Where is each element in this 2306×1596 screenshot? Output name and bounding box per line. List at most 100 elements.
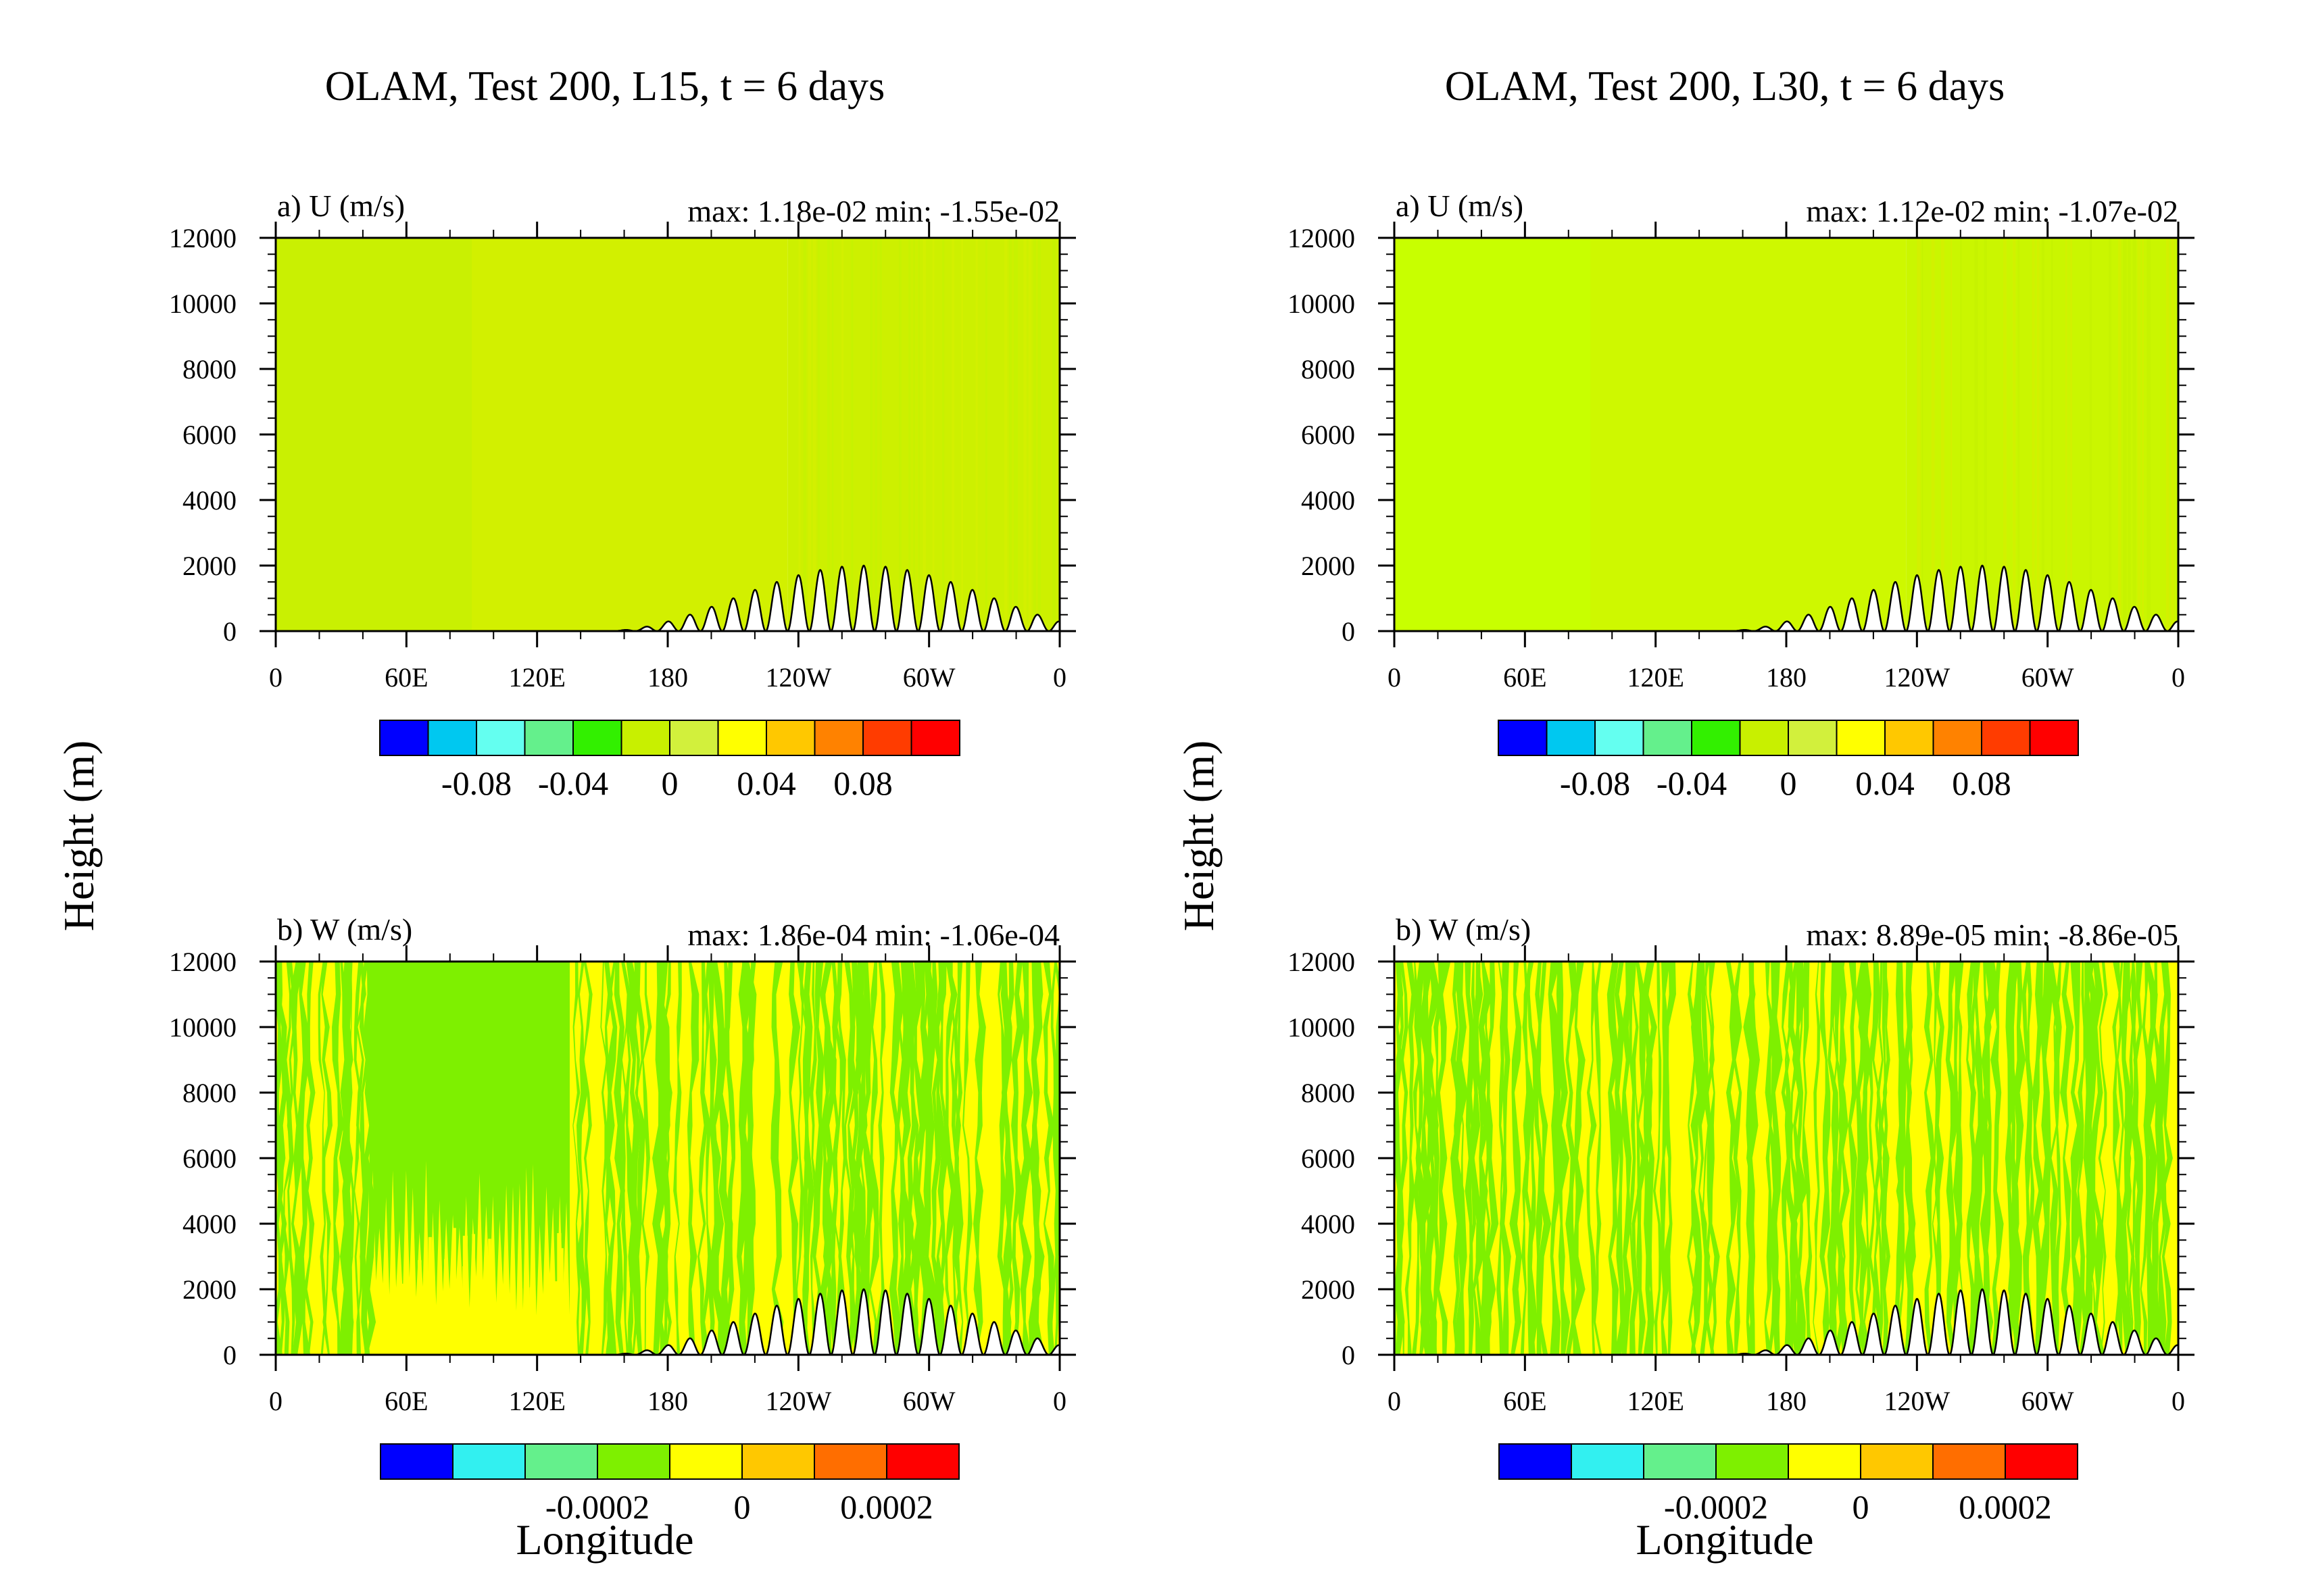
field-filament bbox=[795, 962, 805, 1355]
field-filament bbox=[948, 962, 960, 1355]
panel-stats: max: 1.18e-02 min: -1.55e-02 bbox=[687, 194, 1060, 228]
colorbar-box bbox=[1498, 1443, 1572, 1480]
terrain-outline bbox=[276, 1288, 1060, 1355]
y-tick-label: 6000 bbox=[182, 1143, 237, 1174]
x-tick-label: 120E bbox=[1627, 1386, 1684, 1416]
field-streak bbox=[1974, 238, 1978, 631]
field-filament bbox=[823, 962, 837, 1355]
field-spike bbox=[560, 1293, 565, 1355]
field-streak bbox=[1931, 238, 1935, 631]
field-streak bbox=[2032, 238, 2035, 631]
field-streak bbox=[1940, 238, 1945, 631]
field-streak bbox=[1917, 238, 1921, 631]
panel-l30-u: 0 2000 4000 6000 8000 10000 12000 0 60E 120E 180 12… bbox=[1287, 189, 2194, 802]
field-streak bbox=[2118, 238, 2121, 631]
field-filament bbox=[868, 962, 879, 1355]
colorbar-label: -0.0002 bbox=[1664, 1488, 1768, 1526]
field-streak bbox=[2137, 238, 2141, 631]
field-filament bbox=[283, 962, 294, 1355]
field-filament bbox=[973, 962, 986, 1355]
field-streak bbox=[932, 238, 935, 631]
field-filament bbox=[1538, 962, 1552, 1355]
field-streak bbox=[798, 238, 801, 631]
x-tick-label: 180 bbox=[1766, 662, 1807, 693]
terrain-fill bbox=[1394, 1289, 2178, 1355]
field-filament bbox=[935, 962, 948, 1355]
colorbar-box bbox=[1932, 720, 1982, 756]
colorbar-label: -0.08 bbox=[441, 764, 512, 802]
y-tick-label: 6000 bbox=[1301, 1143, 1355, 1174]
x-tick-label: 120W bbox=[1884, 662, 1950, 693]
field-spike bbox=[562, 1292, 568, 1355]
field-filament bbox=[1966, 962, 1977, 1355]
field-filament bbox=[2025, 962, 2035, 1355]
field-filament bbox=[1629, 962, 1638, 1355]
colorbar-box bbox=[1642, 720, 1692, 756]
colorbar-box bbox=[597, 1443, 670, 1480]
colorbar-label: 0.04 bbox=[737, 764, 796, 802]
field-streak bbox=[2132, 238, 2136, 631]
colorbar-box bbox=[2029, 720, 2079, 756]
column-title-l30: OLAM, Test 200, L30, t = 6 days bbox=[1445, 64, 2005, 109]
field-filament bbox=[628, 962, 642, 1355]
field-streak bbox=[2123, 238, 2127, 631]
field-filament bbox=[1572, 962, 1586, 1355]
colorbar-box bbox=[476, 720, 526, 756]
colorbar-box bbox=[427, 720, 477, 756]
x-tick-label: 120E bbox=[508, 662, 565, 693]
field-streak bbox=[2146, 238, 2151, 631]
terrain-fill bbox=[276, 1289, 1060, 1355]
field-spike bbox=[474, 1303, 480, 1355]
field-filament bbox=[875, 962, 886, 1355]
y-tick-label: 10000 bbox=[1287, 1012, 1355, 1043]
y-tick-label: 8000 bbox=[1301, 354, 1355, 384]
field-streak bbox=[1052, 238, 1056, 631]
colorbar-box bbox=[886, 1443, 960, 1480]
field-filament bbox=[889, 962, 903, 1355]
field-filament bbox=[2077, 962, 2088, 1355]
x-tick-label: 60E bbox=[1503, 1386, 1546, 1416]
colorbar-label: -0.08 bbox=[1560, 764, 1630, 802]
field-spike bbox=[531, 1303, 535, 1355]
field-streak bbox=[1984, 238, 1988, 631]
panel-label: a) U (m/s) bbox=[277, 189, 405, 223]
field-filament bbox=[359, 962, 370, 1355]
y-tick-label: 6000 bbox=[182, 420, 237, 450]
field-filament bbox=[321, 962, 333, 1355]
field-filament bbox=[812, 962, 825, 1355]
y-tick-label: 2000 bbox=[182, 551, 237, 581]
y-axis-label-l15: Height (m) bbox=[55, 741, 103, 932]
field-spike bbox=[519, 1288, 523, 1355]
colorbar-box bbox=[452, 1443, 526, 1480]
field-filament bbox=[1500, 962, 1511, 1355]
field-filament bbox=[1725, 962, 1739, 1355]
field-filament bbox=[1465, 962, 1475, 1355]
colorbar-box bbox=[1836, 720, 1886, 756]
colorbar-box bbox=[524, 1443, 598, 1480]
field-filament bbox=[1848, 962, 1857, 1355]
x-tick-label: 120W bbox=[765, 1386, 831, 1416]
panel-stats: max: 1.86e-04 min: -1.06e-04 bbox=[687, 918, 1060, 952]
y-tick-label: 0 bbox=[1342, 1340, 1355, 1370]
field-filament bbox=[2053, 962, 2061, 1355]
colorbar-box bbox=[1571, 1443, 1644, 1480]
field-streak bbox=[975, 238, 978, 631]
y-tick-label: 10000 bbox=[169, 1012, 237, 1043]
field-streak bbox=[831, 238, 834, 631]
field-spike bbox=[452, 1228, 456, 1355]
colorbar-label: 0.0002 bbox=[840, 1488, 933, 1526]
field-filament bbox=[945, 962, 958, 1355]
field-filament bbox=[1398, 962, 1408, 1355]
colorbar-box bbox=[1594, 720, 1644, 756]
field-filament bbox=[2084, 962, 2095, 1355]
field-streak bbox=[2041, 238, 2045, 631]
field-streak bbox=[2142, 238, 2144, 631]
y-tick-label: 4000 bbox=[1301, 485, 1355, 516]
x-tick-label: 60W bbox=[903, 1386, 956, 1416]
field-streak bbox=[2017, 238, 2020, 631]
field-streak bbox=[2013, 238, 2016, 631]
x-tick-label: 0 bbox=[1388, 1386, 1401, 1416]
field-filament bbox=[1907, 962, 1916, 1355]
field-filament bbox=[1394, 962, 1404, 1355]
field-spike bbox=[561, 1248, 564, 1323]
